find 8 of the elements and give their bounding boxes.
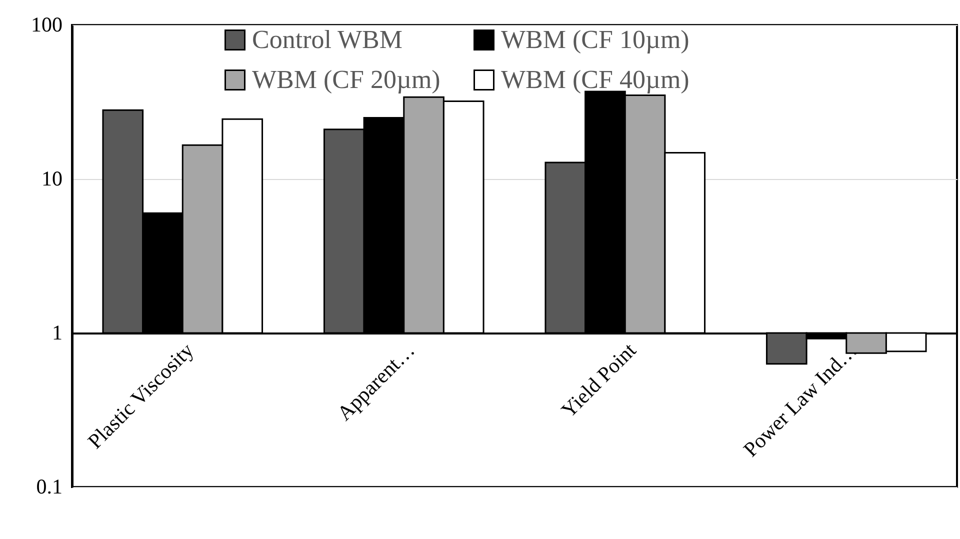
y-tick-label: 0.1: [36, 474, 62, 498]
legend-label: WBM (CF 20µm): [252, 65, 440, 94]
y-tick-label: 100: [31, 12, 62, 36]
y-tick-label: 1: [52, 320, 62, 344]
y-tick-label: 10: [42, 166, 62, 190]
legend-label: WBM (CF 40µm): [501, 65, 690, 94]
legend-label: WBM (CF 10µm): [501, 25, 690, 54]
legend-label: Control WBM: [252, 25, 402, 54]
